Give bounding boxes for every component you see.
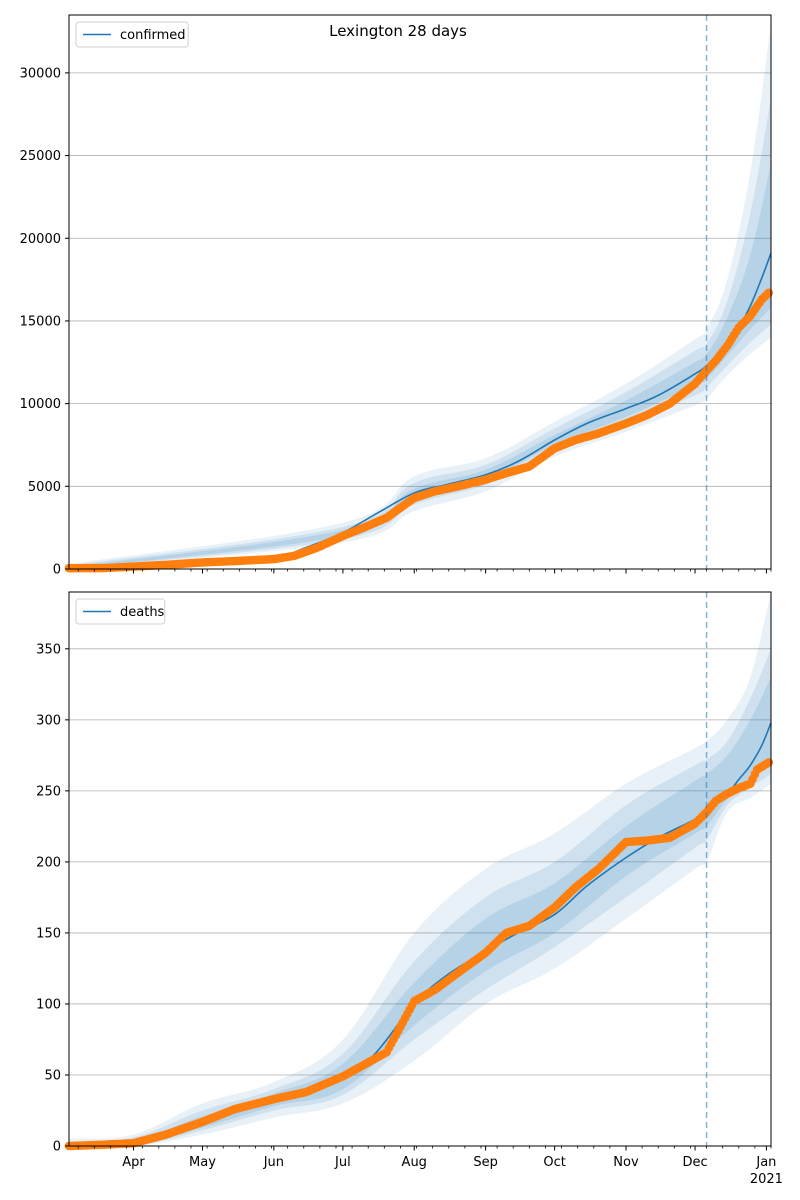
y-grid <box>69 648 771 1076</box>
y-tick-label: 25000 <box>20 149 61 164</box>
y-tick-label: 350 <box>36 642 61 657</box>
observed-series <box>64 288 773 573</box>
x-tick-label: Sep <box>473 1155 498 1170</box>
x-tick-label: Jul <box>334 1155 351 1170</box>
legend-label: deaths <box>120 605 165 620</box>
legend-box <box>75 21 189 48</box>
observed-series <box>64 758 773 1151</box>
y-tick-label: 20000 <box>20 232 61 247</box>
y-tick-label: 30000 <box>20 66 61 81</box>
y-tick-label: 150 <box>36 926 61 941</box>
x-tick-label: Jan <box>755 1155 776 1170</box>
y-tick-label: 300 <box>36 713 61 728</box>
y-tick-label: 50 <box>44 1068 61 1083</box>
y-tick-label: 100 <box>36 997 61 1012</box>
uncertainty-band <box>69 592 771 1147</box>
figure-title: Lexington 28 days <box>329 22 467 40</box>
axes-frame <box>68 14 772 570</box>
x-tick-label: Jun <box>263 1155 284 1170</box>
y-tick-label: 10000 <box>20 397 61 412</box>
y-tick-label: 0 <box>53 1140 61 1155</box>
uncertainty-band <box>69 648 771 1148</box>
x-tick-label: Apr <box>122 1155 145 1170</box>
x-tick-label: May <box>189 1155 216 1170</box>
legend-label: confirmed <box>120 28 186 43</box>
legend-box <box>75 598 166 625</box>
confirmed-panel: 0 5000 10000 15000 20000 25000 30000 confirmed <box>20 14 773 578</box>
observed-point <box>764 288 773 298</box>
y-tick-label: 15000 <box>20 314 61 329</box>
observed-point <box>764 758 773 767</box>
x-tick-label: Oct <box>543 1155 565 1170</box>
deaths-panel: 0 50 100 150 200 250 300 350 Apr May Jun Jul Aug Sep O… <box>36 591 783 1187</box>
x-tick-label: Nov <box>613 1155 639 1170</box>
uncertainty-band <box>69 677 771 1148</box>
y-tick-label: 200 <box>36 855 61 870</box>
y-grid <box>69 72 771 487</box>
x-year-label: 2021 <box>750 1172 783 1187</box>
legend: deaths <box>75 598 166 625</box>
y-tick-label: 0 <box>53 563 61 578</box>
legend: confirmed <box>75 21 189 48</box>
axes-frame <box>68 591 772 1147</box>
x-tick-label: Aug <box>402 1155 427 1170</box>
y-tick-label: 250 <box>36 784 61 799</box>
y-tick-label: 5000 <box>28 480 61 495</box>
uncertainty-band <box>69 163 771 569</box>
x-tick-label: Dec <box>682 1155 707 1170</box>
